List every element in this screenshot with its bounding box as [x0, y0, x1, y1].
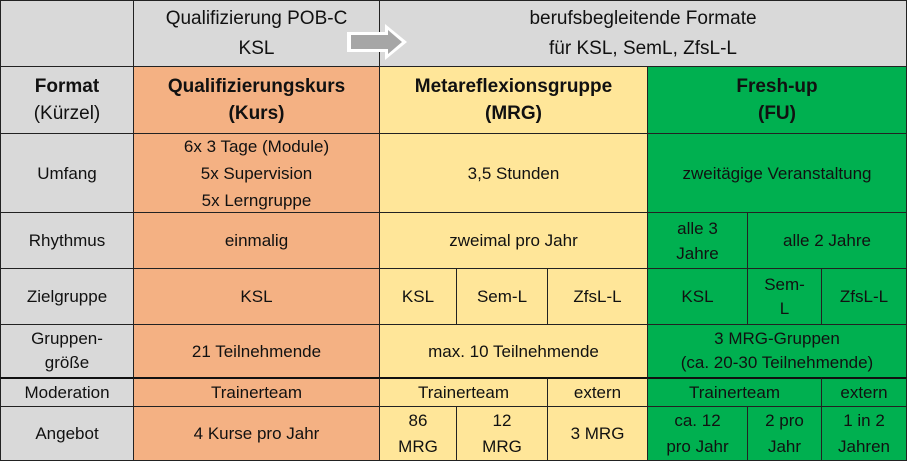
angebot-mrg-ksl: 86 MRG [379, 406, 457, 461]
gruppengroesse-mrg: max. 10 Teilnehmende [379, 324, 648, 378]
zielgruppe-fu-ksl: KSL [647, 268, 748, 325]
angebot-mrg-seml: 12 MRG [456, 406, 548, 461]
moderation-fu-team: Trainerteam [647, 377, 822, 407]
mrg-abbr: (MRG) [485, 103, 542, 124]
angebot-fu-ksl: ca. 12 pro Jahr [647, 406, 748, 461]
moderation-fu-extern: extern [821, 377, 907, 407]
zielgruppe-fu-zfsl: ZfsL-L [821, 268, 907, 325]
moderation-label: Moderation [0, 377, 134, 407]
kurs-header-cell: Qualifizierungskurs (Kurs) [133, 66, 380, 134]
zielgruppe-kurs: KSL [133, 268, 380, 325]
moderation-mrg-extern: extern [547, 377, 648, 407]
fu-title: Fresh-up [736, 76, 818, 97]
gruppengroesse-kurs: 21 Teilnehmende [133, 324, 380, 378]
header-berufsbegleitend: berufsbegleitende Formate für KSL, SemL,… [379, 0, 907, 67]
zielgruppe-mrg-zfsl: ZfsL-L [547, 268, 648, 325]
format-sub-label: (Kürzel) [33, 103, 101, 124]
rhythmus-fu-ksl: alle 3 Jahre [647, 212, 748, 269]
gruppengroesse-fu: 3 MRG-Gruppen (ca. 20-30 Teilnehmende) [647, 324, 907, 378]
angebot-label: Angebot [0, 406, 134, 461]
angebot-fu-seml: 2 pro Jahr [747, 406, 822, 461]
fu-header-cell: Fresh-up (FU) [647, 66, 907, 134]
gruppengroesse-label: Gruppen- größe [0, 324, 134, 378]
header-qualifizierung: Qualifizierung POB-C KSL [133, 0, 380, 67]
umfang-mrg: 3,5 Stunden [379, 133, 648, 213]
format-label-cell: Format (Kürzel) [0, 66, 134, 134]
format-label: Format [34, 76, 100, 97]
rhythmus-fu-rest: alle 2 Jahre [747, 212, 907, 269]
zielgruppe-mrg-ksl: KSL [379, 268, 457, 325]
empty-corner-cell [0, 0, 134, 67]
umfang-label: Umfang [0, 133, 134, 213]
rhythmus-kurs: einmalig [133, 212, 380, 269]
mrg-title: Metareflexionsgruppe [414, 76, 613, 97]
kurs-abbr: (Kurs) [228, 103, 285, 124]
rhythmus-label: Rhythmus [0, 212, 134, 269]
zielgruppe-fu-seml: Sem- L [747, 268, 822, 325]
rhythmus-mrg: zweimal pro Jahr [379, 212, 648, 269]
zielgruppe-label: Zielgruppe [0, 268, 134, 325]
angebot-fu-zfsl: 1 in 2 Jahren [821, 406, 907, 461]
zielgruppe-mrg-seml: Sem-L [456, 268, 548, 325]
kurs-title: Qualifizierungskurs [167, 76, 346, 97]
angebot-mrg-zfsl: 3 MRG [547, 406, 648, 461]
moderation-kurs: Trainerteam [133, 377, 380, 407]
moderation-mrg-team: Trainerteam [379, 377, 548, 407]
umfang-fu: zweitägige Veranstaltung [647, 133, 907, 213]
right-arrow-icon [347, 24, 407, 60]
fu-abbr: (FU) [758, 103, 796, 124]
umfang-kurs: 6x 3 Tage (Module) 5x Supervision 5x Ler… [133, 133, 380, 213]
angebot-kurs: 4 Kurse pro Jahr [133, 406, 380, 461]
mrg-header-cell: Metareflexionsgruppe (MRG) [379, 66, 648, 134]
